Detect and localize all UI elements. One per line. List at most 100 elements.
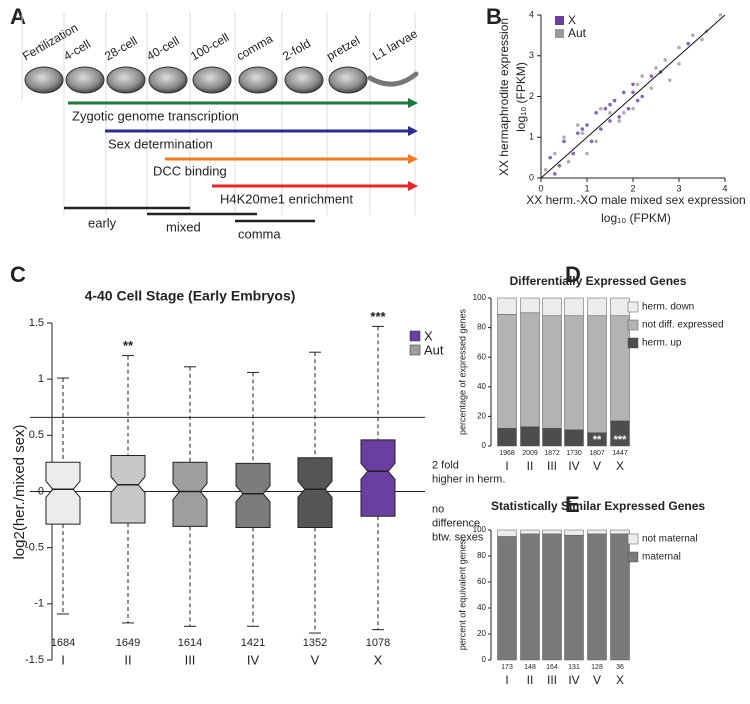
scatter-point [617,115,621,119]
embryo-image [24,66,64,94]
bar-segment [610,533,630,661]
y-tick-label: 20 [477,412,486,421]
y-tick-label: 0 [482,655,487,664]
scatter-point [562,139,566,144]
phase-label: comma [238,226,281,241]
x-tick-label: II [527,673,534,687]
count-label: 1421 [241,637,265,649]
reference-label: difference [432,517,480,529]
legend-swatch [555,29,564,38]
scatter-point [686,41,690,46]
reference-label: higher in herm. [432,473,505,485]
bar-segment [520,533,540,661]
scatter-point [576,123,580,127]
scatter-point [631,90,635,95]
box [45,461,81,525]
scatter-point [585,123,589,127]
bar-segment [564,315,584,430]
bar-segment [520,529,540,535]
stage-label: pretzel [324,33,362,63]
x-tick-label: 1 [584,183,589,193]
scatter-point [608,102,612,107]
x-tick-label: X [616,459,624,473]
y-axis-label: percentage of expressed genes [457,308,467,435]
embryo-image [106,66,146,94]
bar-segment [564,429,584,447]
box [297,457,333,528]
count-label: 1352 [303,637,327,649]
y-tick-label: 0 [529,172,534,182]
reference-label: no [432,503,444,515]
scatter-point [626,106,631,111]
scatter-point [663,58,667,62]
scatter-point [649,74,654,78]
count-label: 128 [591,664,603,671]
x-tick-label: V [593,459,601,473]
count-label: 1730 [566,450,582,457]
bar-segment [564,297,584,317]
arrow-head [408,98,418,108]
bar-segment [587,297,607,317]
y-tick-label: 40 [477,603,486,612]
identity-line [540,14,726,179]
y-tick-label: 80 [477,323,486,332]
process-label: H4K20me1 enrichment [220,191,353,206]
box [235,462,271,528]
scatter-point [576,131,580,135]
x-tick-label: IV [247,652,260,667]
y-tick-label: 3 [529,50,534,60]
process-label: DCC binding [153,163,227,178]
x-tick-label: 0 [538,183,543,193]
x-tick-label: III [547,673,557,687]
bar-segment [542,427,562,447]
scatter-point [677,62,681,66]
significance: *** [614,434,628,446]
x-tick-label: 2 [630,183,635,193]
reference-label: 2 fold [432,459,459,471]
y-tick-label: 1.5 [29,317,44,329]
bar-segment [542,529,562,535]
legend-label: herm. down [642,302,694,313]
legend-label: not maternal [642,534,698,545]
bar-segment [520,312,540,428]
y-tick-label: 60 [477,352,486,361]
scatter-point [640,94,644,99]
count-label: 1447 [612,450,628,457]
phase-label: early [88,215,117,230]
x-tick-label: III [547,459,557,473]
scatter-point [700,37,704,42]
chart-title: 4-40 Cell Stage (Early Embryos) [85,288,296,304]
legend-swatch [555,16,564,25]
x-tick-label: I [505,459,508,473]
x-tick-label: I [61,652,65,667]
bar-segment [564,529,584,536]
scatter-point [599,106,603,111]
bar-segment [497,314,517,429]
legend-swatch [627,533,639,545]
stage-label: comma [234,31,275,63]
y-tick-label: 100 [473,293,487,302]
y-tick-label: 80 [477,551,486,560]
bar-segment [610,529,630,535]
y-tick-label: 0.5 [29,429,44,441]
bar-segment [497,427,517,447]
y-tick-label: 100 [473,525,487,534]
x-tick-label: I [505,673,508,687]
x-tick-label: V [311,652,320,667]
bar-segment [587,533,607,661]
legend-swatch [409,344,421,356]
y-tick-label: -1.5 [25,654,44,666]
process-label: Sex determination [108,136,213,151]
x-tick-label: V [593,673,601,687]
scatter-point [580,127,585,131]
scatter-point [548,155,552,160]
x-axis-label: log₁₀ (FPKM) [601,211,671,225]
embryo-image [148,66,188,94]
y-tick-label: 40 [477,382,486,391]
y-tick-label: 20 [477,629,486,638]
count-label: 1968 [499,450,515,457]
legend-swatch [627,319,639,331]
embryo-image [65,66,105,94]
y-axis-label: XX hermaphrodite expression [497,18,511,176]
scatter-point [580,131,585,135]
